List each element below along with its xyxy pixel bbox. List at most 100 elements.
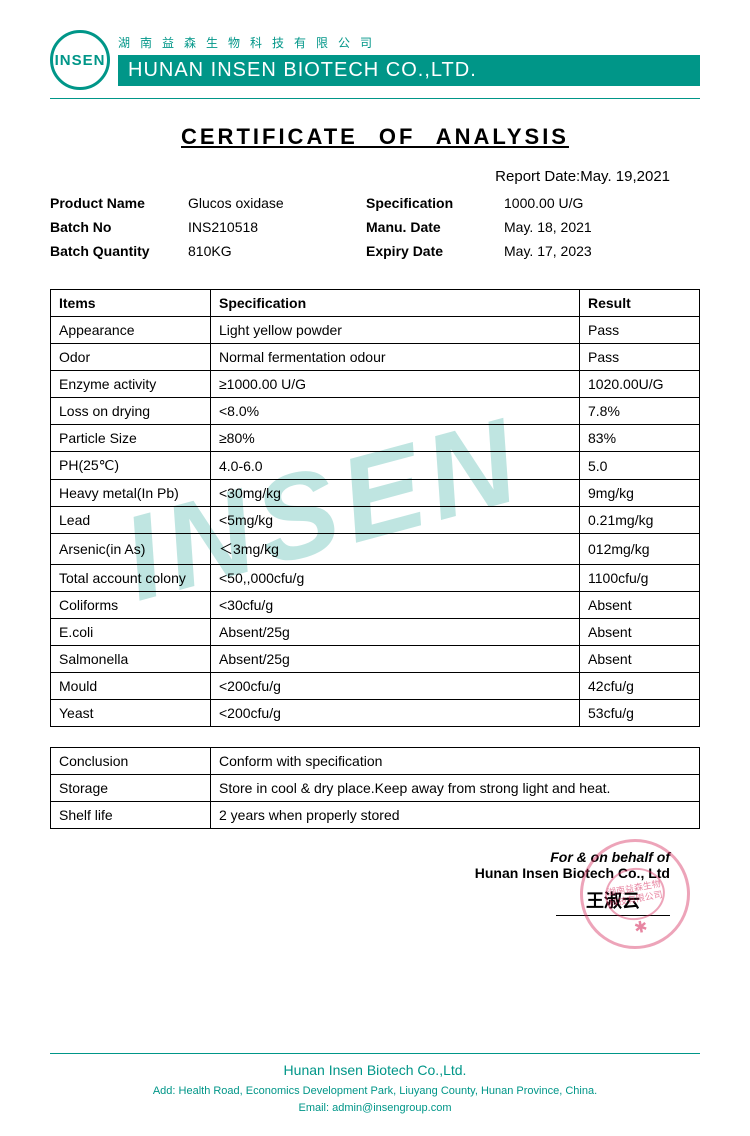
- table-row: SalmonellaAbsent/25gAbsent: [51, 646, 700, 673]
- table-row: Yeast<200cfu/g53cfu/g: [51, 700, 700, 727]
- cell-result: Absent: [580, 592, 700, 619]
- table-row: Particle Size≥80%83%: [51, 425, 700, 452]
- cell-result: Pass: [580, 344, 700, 371]
- conclusion-label: Shelf life: [51, 802, 211, 829]
- stamp-inner-text: 湖南益森生物 科技有限公司: [601, 863, 669, 925]
- cell-item: Appearance: [51, 317, 211, 344]
- report-date-value: May. 19,2021: [580, 168, 670, 185]
- conclusion-value: Conform with specification: [211, 748, 700, 775]
- expiry-value: May. 17, 2023: [504, 243, 654, 259]
- stamp-star-icon: ✱: [633, 916, 650, 938]
- company-block: 湖南益森生物科技有限公司 HUNAN INSEN BIOTECH CO.,LTD…: [118, 34, 700, 86]
- cell-result: 5.0: [580, 452, 700, 480]
- batch-no-value: INS210518: [188, 219, 358, 235]
- header-spec: Specification: [211, 290, 580, 317]
- table-row: Total account colony<50,,000cfu/g1100cfu…: [51, 565, 700, 592]
- cell-spec: <8.0%: [211, 398, 580, 425]
- cell-spec: <30mg/kg: [211, 480, 580, 507]
- cell-item: PH(25℃): [51, 452, 211, 480]
- batch-qty-value: 810KG: [188, 243, 358, 259]
- cell-result: 53cfu/g: [580, 700, 700, 727]
- cell-result: 1100cfu/g: [580, 565, 700, 592]
- header: INSEN 湖南益森生物科技有限公司 HUNAN INSEN BIOTECH C…: [50, 30, 700, 90]
- cell-spec: <50,,000cfu/g: [211, 565, 580, 592]
- manu-date-label: Manu. Date: [366, 219, 496, 235]
- logo-circle-icon: INSEN: [50, 30, 110, 90]
- footer-address: Add: Health Road, Economics Development …: [50, 1083, 700, 1100]
- footer-company: Hunan Insen Biotech Co.,Ltd.: [50, 1060, 700, 1081]
- batch-no-label: Batch No: [50, 219, 180, 235]
- cell-result: 9mg/kg: [580, 480, 700, 507]
- cell-spec: Absent/25g: [211, 619, 580, 646]
- cell-item: Mould: [51, 673, 211, 700]
- table-row: Enzyme activity≥1000.00 U/G1020.00U/G: [51, 371, 700, 398]
- header-items: Items: [51, 290, 211, 317]
- header-result: Result: [580, 290, 700, 317]
- table-row: Loss on drying<8.0%7.8%: [51, 398, 700, 425]
- document-title: CERTIFICATE OF ANALYSIS: [50, 124, 700, 150]
- cell-spec: Normal fermentation odour: [211, 344, 580, 371]
- cell-item: E.coli: [51, 619, 211, 646]
- conclusion-label: Storage: [51, 775, 211, 802]
- conclusion-label: Conclusion: [51, 748, 211, 775]
- table-row: Arsenic(in As)＜3mg/kg012mg/kg: [51, 534, 700, 565]
- footer-email: Email: admin@insengroup.com: [50, 1100, 700, 1117]
- cell-spec: <200cfu/g: [211, 673, 580, 700]
- cell-spec: ＜3mg/kg: [211, 534, 580, 565]
- product-name-label: Product Name: [50, 195, 180, 211]
- conclusion-row: StorageStore in cool & dry place.Keep aw…: [51, 775, 700, 802]
- cell-spec: 4.0-6.0: [211, 452, 580, 480]
- table-row: Coliforms<30cfu/gAbsent: [51, 592, 700, 619]
- conclusion-row: ConclusionConform with specification: [51, 748, 700, 775]
- cell-result: 83%: [580, 425, 700, 452]
- cell-result: Pass: [580, 317, 700, 344]
- signature-block: For & on behalf of Hunan Insen Biotech C…: [50, 849, 700, 916]
- cell-item: Total account colony: [51, 565, 211, 592]
- cell-item: Loss on drying: [51, 398, 211, 425]
- cell-result: 1020.00U/G: [580, 371, 700, 398]
- cell-spec: Absent/25g: [211, 646, 580, 673]
- cell-spec: <30cfu/g: [211, 592, 580, 619]
- table-row: Mould<200cfu/g42cfu/g: [51, 673, 700, 700]
- table-row: Lead<5mg/kg0.21mg/kg: [51, 507, 700, 534]
- cell-item: Salmonella: [51, 646, 211, 673]
- conclusion-value: Store in cool & dry place.Keep away from…: [211, 775, 700, 802]
- cell-spec: Light yellow powder: [211, 317, 580, 344]
- report-date-label: Report Date:: [495, 168, 580, 185]
- table-row: E.coliAbsent/25gAbsent: [51, 619, 700, 646]
- company-chinese-name: 湖南益森生物科技有限公司: [118, 34, 700, 51]
- manu-date-value: May. 18, 2021: [504, 219, 654, 235]
- cell-result: Absent: [580, 619, 700, 646]
- cell-item: Odor: [51, 344, 211, 371]
- analysis-table: Items Specification Result AppearanceLig…: [50, 289, 700, 727]
- cell-item: Lead: [51, 507, 211, 534]
- table-row: AppearanceLight yellow powderPass: [51, 317, 700, 344]
- cell-item: Particle Size: [51, 425, 211, 452]
- conclusion-row: Shelf life2 years when properly stored: [51, 802, 700, 829]
- batch-qty-label: Batch Quantity: [50, 243, 180, 259]
- specification-label: Specification: [366, 195, 496, 211]
- cell-result: 012mg/kg: [580, 534, 700, 565]
- signature-behalf: For & on behalf of: [50, 849, 670, 865]
- report-date: Report Date:May. 19,2021: [50, 168, 700, 185]
- cell-item: Coliforms: [51, 592, 211, 619]
- conclusion-value: 2 years when properly stored: [211, 802, 700, 829]
- cell-spec: ≥80%: [211, 425, 580, 452]
- cell-item: Heavy metal(In Pb): [51, 480, 211, 507]
- cell-result: Absent: [580, 646, 700, 673]
- footer: Hunan Insen Biotech Co.,Ltd. Add: Health…: [50, 1053, 700, 1116]
- logo-text: INSEN: [55, 52, 106, 69]
- cell-item: Enzyme activity: [51, 371, 211, 398]
- table-header-row: Items Specification Result: [51, 290, 700, 317]
- table-row: OdorNormal fermentation odourPass: [51, 344, 700, 371]
- cell-spec: <200cfu/g: [211, 700, 580, 727]
- table-row: PH(25℃)4.0-6.05.0: [51, 452, 700, 480]
- info-grid: Product Name Glucos oxidase Specificatio…: [50, 195, 700, 259]
- conclusion-table: ConclusionConform with specificationStor…: [50, 747, 700, 829]
- company-english-name: HUNAN INSEN BIOTECH CO.,LTD.: [118, 55, 700, 86]
- cell-result: 0.21mg/kg: [580, 507, 700, 534]
- footer-divider: [50, 1053, 700, 1054]
- signature-company: Hunan Insen Biotech Co., Ltd: [50, 865, 670, 881]
- specification-value: 1000.00 U/G: [504, 195, 654, 211]
- header-divider: [50, 98, 700, 99]
